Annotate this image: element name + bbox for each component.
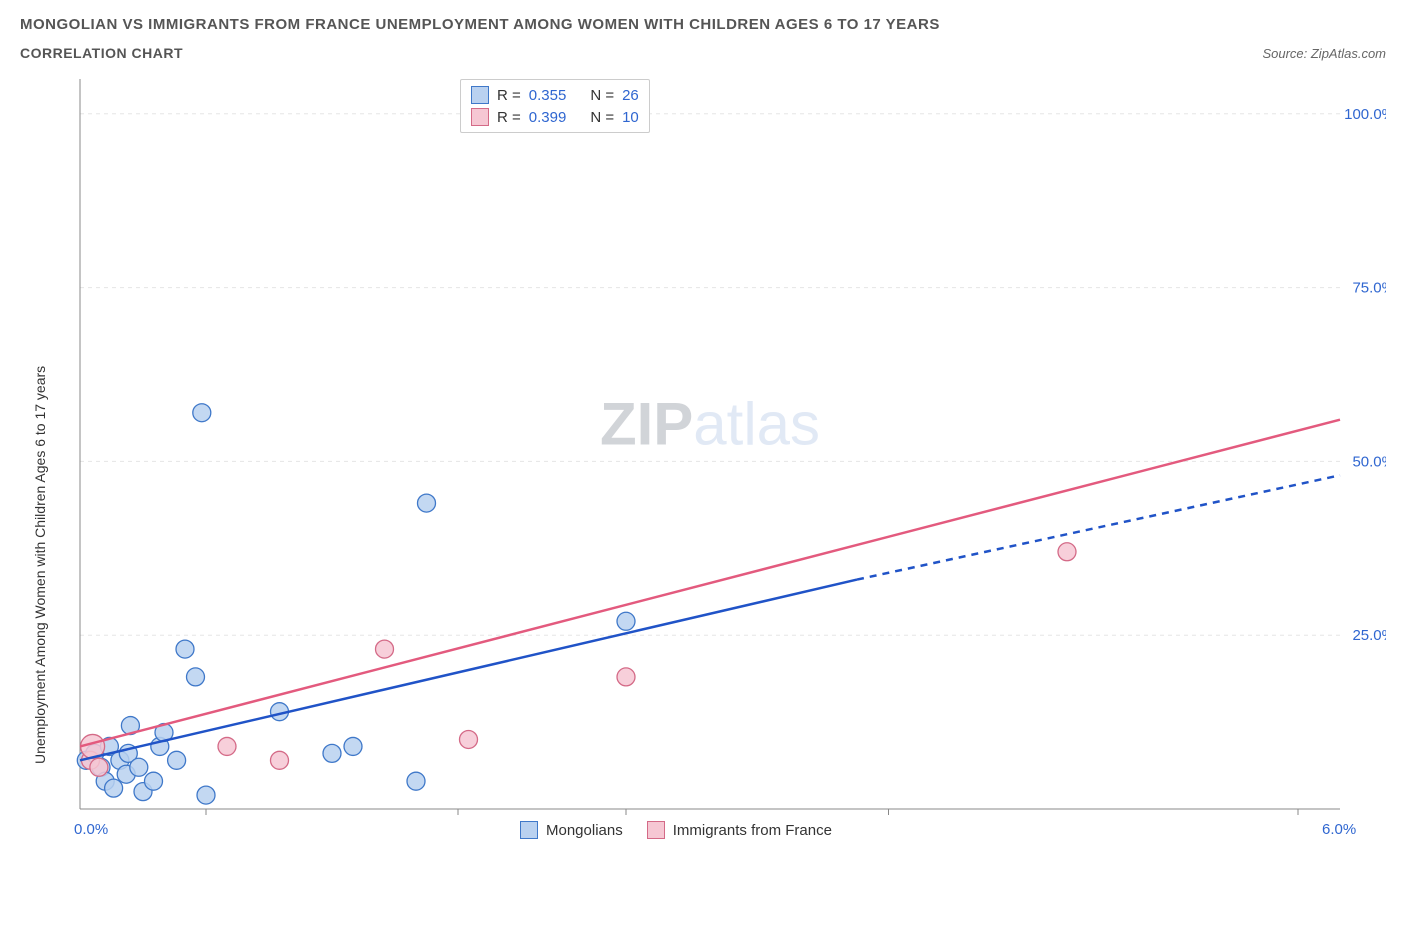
data-point: [90, 758, 108, 776]
y-tick-label: 25.0%: [1352, 627, 1386, 644]
legend-stat-row: R = 0.399 N = 10: [471, 106, 639, 128]
data-point: [145, 772, 163, 790]
y-tick-label: 50.0%: [1352, 453, 1386, 470]
scatter-chart: 25.0%50.0%75.0%100.0%: [20, 69, 1386, 849]
r-label: R =: [497, 87, 521, 104]
data-point: [197, 786, 215, 804]
data-point: [323, 744, 341, 762]
x-axis-min-label: 0.0%: [74, 821, 108, 838]
legend-swatch: [647, 821, 665, 839]
source-attribution: Source: ZipAtlas.com: [1262, 46, 1386, 61]
legend-label: Mongolians: [546, 822, 623, 839]
data-point: [617, 612, 635, 630]
chart-title: MONGOLIAN VS IMMIGRANTS FROM FRANCE UNEM…: [20, 16, 1386, 33]
data-point: [168, 751, 186, 769]
data-point: [105, 779, 123, 797]
n-label: N =: [590, 87, 614, 104]
n-value: 26: [622, 87, 639, 104]
chart-container: 25.0%50.0%75.0%100.0% ZIPatlas R = 0.355…: [20, 69, 1386, 849]
n-value: 10: [622, 109, 639, 126]
data-point: [218, 737, 236, 755]
data-point: [376, 640, 394, 658]
data-point: [460, 730, 478, 748]
legend-swatch: [520, 821, 538, 839]
chart-subtitle: CORRELATION CHART: [20, 45, 183, 61]
legend-item: Mongolians: [520, 821, 623, 839]
data-point: [1058, 543, 1076, 561]
r-value: 0.355: [529, 87, 567, 104]
legend-swatch: [471, 108, 489, 126]
y-tick-label: 100.0%: [1344, 106, 1386, 123]
legend-label: Immigrants from France: [673, 822, 832, 839]
series-legend: Mongolians Immigrants from France: [520, 821, 832, 839]
correlation-legend: R = 0.355 N = 26 R = 0.399 N = 10: [460, 79, 650, 133]
legend-swatch: [471, 86, 489, 104]
legend-item: Immigrants from France: [647, 821, 832, 839]
data-point: [193, 404, 211, 422]
data-point: [187, 668, 205, 686]
y-axis-label: Unemployment Among Women with Children A…: [32, 366, 48, 764]
data-point: [130, 758, 148, 776]
legend-stat-row: R = 0.355 N = 26: [471, 84, 639, 106]
x-axis-max-label: 6.0%: [1322, 821, 1356, 838]
data-point: [617, 668, 635, 686]
data-point: [344, 737, 362, 755]
data-point: [271, 751, 289, 769]
n-label: N =: [590, 109, 614, 126]
data-point: [176, 640, 194, 658]
data-point: [418, 494, 436, 512]
r-label: R =: [497, 109, 521, 126]
r-value: 0.399: [529, 109, 567, 126]
data-point: [407, 772, 425, 790]
y-tick-label: 75.0%: [1352, 280, 1386, 297]
